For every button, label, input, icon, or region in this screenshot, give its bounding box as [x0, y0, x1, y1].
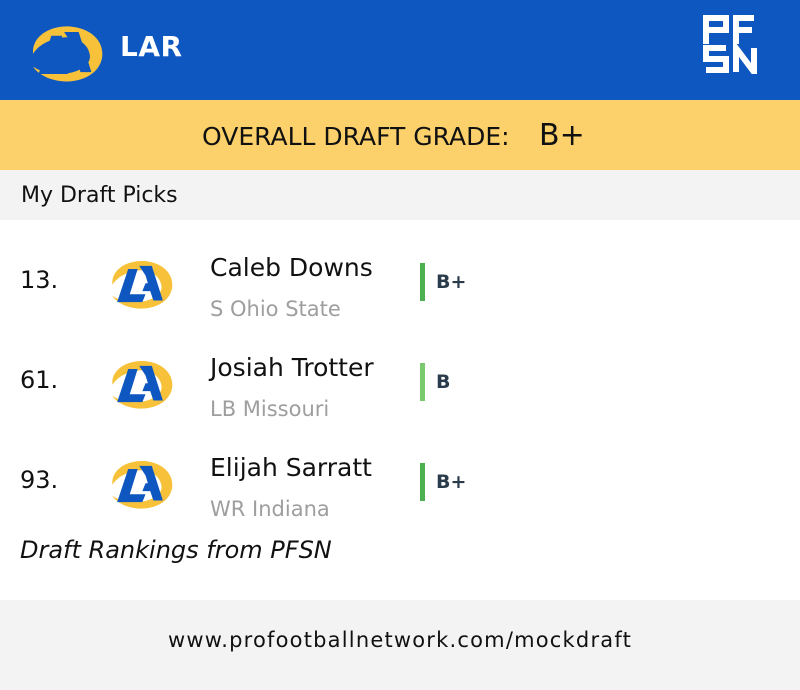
- footer-url-link[interactable]: www.profootballnetwork.com/mockdraft: [168, 628, 632, 652]
- pick-number: 61.: [20, 366, 59, 394]
- rams-la-logo-icon: [24, 20, 106, 86]
- pick-grade: B: [436, 371, 451, 393]
- grade-indicator-bar: [420, 363, 425, 401]
- rams-la-logo-icon: [102, 458, 178, 510]
- team-header: LAR: [0, 0, 800, 100]
- pfsn-logo-icon[interactable]: [702, 14, 760, 74]
- player-name: Caleb Downs: [210, 253, 373, 282]
- section-header: My Draft Picks: [0, 170, 800, 220]
- rankings-source-note: Draft Rankings from PFSN: [20, 536, 332, 564]
- overall-grade-value: B+: [539, 118, 585, 153]
- section-title: My Draft Picks: [21, 183, 178, 208]
- draft-pick-row[interactable]: 13. Caleb Downs S Ohio State B+: [0, 248, 800, 348]
- footer: www.profootballnetwork.com/mockdraft: [0, 600, 800, 690]
- pick-number: 13.: [20, 266, 59, 294]
- rams-la-logo-icon: [102, 358, 178, 410]
- overall-grade-label: OVERALL DRAFT GRADE:: [202, 122, 510, 151]
- player-name: Josiah Trotter: [210, 353, 374, 382]
- grade-indicator-bar: [420, 463, 425, 501]
- draft-pick-row[interactable]: 93. Elijah Sarratt WR Indiana B+: [0, 448, 800, 548]
- team-abbreviation: LAR: [120, 30, 183, 63]
- rams-la-logo-icon: [102, 258, 178, 310]
- player-position-school: WR Indiana: [210, 497, 330, 521]
- player-position-school: LB Missouri: [210, 397, 330, 421]
- overall-grade-banner: OVERALL DRAFT GRADE: B+: [0, 100, 800, 170]
- grade-indicator-bar: [420, 263, 425, 301]
- player-position-school: S Ohio State: [210, 297, 341, 321]
- pick-grade: B+: [436, 471, 467, 493]
- draft-pick-row[interactable]: 61. Josiah Trotter LB Missouri B: [0, 348, 800, 448]
- player-name: Elijah Sarratt: [210, 453, 372, 482]
- pick-number: 93.: [20, 466, 59, 494]
- pick-grade: B+: [436, 271, 467, 293]
